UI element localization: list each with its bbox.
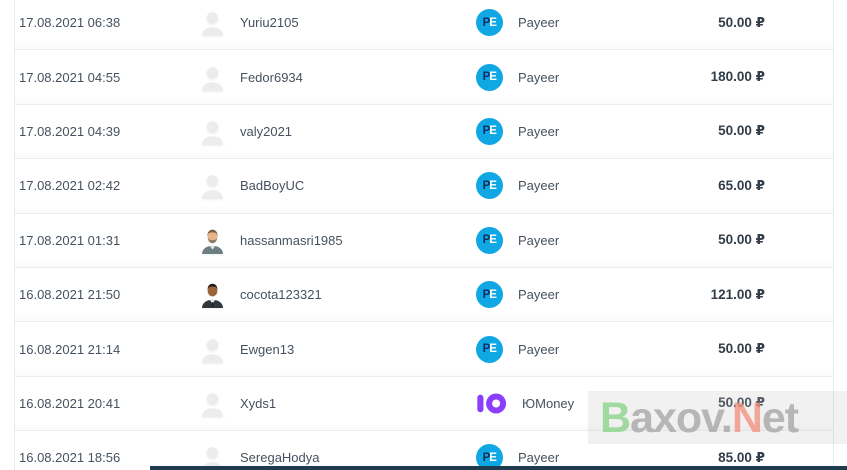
bearded-man-avatar-icon [201,229,223,254]
payout-username: SeregaHodya [240,450,320,466]
payment-method-label: Payeer [518,232,560,248]
default-user-icon [201,393,223,417]
payout-username: Yuriu2105 [240,15,299,31]
payout-username: Fedor6934 [240,69,303,85]
payout-datetime: 17.08.2021 02:42 [19,178,121,194]
yoomoney-logo-icon [477,393,507,414]
payment-method-label: Payeer [518,178,560,194]
payout-datetime: 17.08.2021 06:38 [19,15,121,31]
payment-method-label: Payeer [518,123,560,139]
default-user-icon [201,12,223,37]
payout-datetime: 17.08.2021 04:39 [19,123,121,139]
payment-method-label: Payeer [518,69,560,85]
payout-amount: 50.00 ₽ [718,341,765,357]
payout-datetime: 16.08.2021 21:14 [19,341,121,357]
payment-method-label: Payeer [518,341,560,357]
payout-amount: 50.00 ₽ [718,395,765,411]
payout-amount: 50.00 ₽ [718,14,765,30]
payout-username: valy2021 [240,123,293,139]
payment-method-label: Payeer [518,15,560,31]
default-user-icon [201,338,223,363]
payout-username: BadBoyUC [240,178,305,194]
payout-datetime: 16.08.2021 21:50 [19,287,121,303]
avatar [197,336,227,363]
payout-username: cocota123321 [240,287,322,303]
dark-suit-man-avatar-icon [201,283,223,309]
payout-username: Ewgen13 [240,341,295,357]
payout-datetime: 17.08.2021 04:55 [19,69,121,85]
payment-method-label: Payeer [518,287,560,303]
payout-amount: 50.00 ₽ [718,232,765,248]
payout-amount: 85.00 ₽ [718,449,765,465]
avatar [197,227,227,254]
payout-amount: 50.00 ₽ [718,123,765,139]
default-user-icon [201,121,223,145]
avatar [197,390,227,417]
avatar [197,172,227,200]
payout-username: Xyds1 [240,395,277,411]
payout-amount: 121.00 ₽ [710,286,765,302]
payment-method-label: ЮMoney [522,395,575,411]
avatar [197,281,227,309]
payout-amount: 180.00 ₽ [710,69,765,85]
payout-username: hassanmasri1985 [240,232,343,248]
default-user-icon [201,175,223,200]
bottom-edge-strip [150,466,847,470]
payout-datetime: 16.08.2021 18:56 [19,450,121,466]
payment-method-label: Payeer [518,450,560,466]
payout-row: 16.08.2021 20:41 Xyds1 ЮMoney 50.00 ₽ [15,376,833,432]
default-user-icon [201,66,223,91]
avatar [197,118,227,145]
avatar [197,64,227,91]
payout-amount: 65.00 ₽ [718,177,765,193]
payment-method: ЮMoney [476,392,636,415]
avatar [197,9,227,37]
payment-method-icon [476,392,507,415]
payout-datetime: 16.08.2021 20:41 [19,395,121,411]
payout-datetime: 17.08.2021 01:31 [19,232,121,248]
